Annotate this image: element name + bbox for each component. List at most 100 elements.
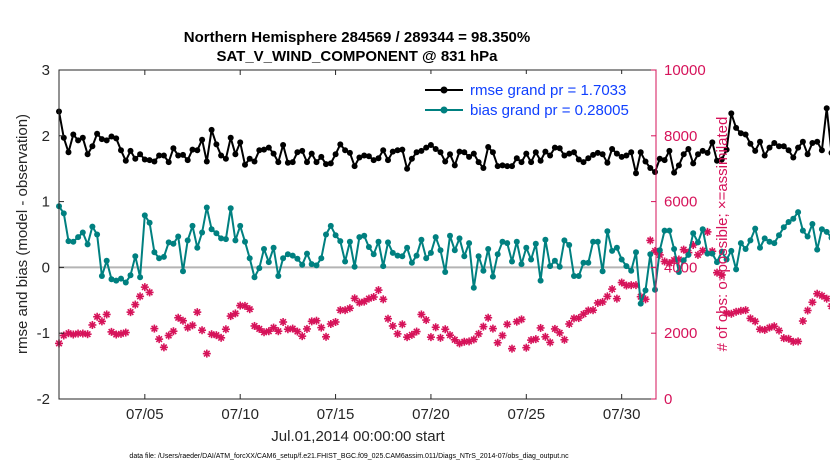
bias-point [170, 240, 177, 247]
rmse-point [723, 146, 730, 153]
bias-point [470, 284, 477, 291]
obs-point [803, 306, 812, 315]
obs-point [298, 332, 307, 341]
bias-point [590, 238, 597, 245]
bias-point [327, 222, 334, 229]
obs-point [546, 338, 555, 347]
bias-point [146, 219, 153, 226]
bias-point [475, 253, 482, 260]
rmse-point [547, 152, 554, 159]
rmse-point [84, 151, 91, 158]
rmse-point [118, 147, 124, 154]
rmse-point [718, 156, 725, 163]
obs-point [541, 332, 550, 341]
rmse-point [742, 131, 749, 138]
rmse-point [342, 147, 349, 154]
rmse-point [590, 151, 597, 158]
bias-point [237, 222, 244, 229]
rmse-point [642, 158, 649, 165]
bias-point [399, 253, 406, 260]
obs-point [446, 331, 455, 340]
legend-bias-marker [440, 106, 448, 114]
rmse-point [704, 149, 711, 156]
bias-point [151, 249, 158, 256]
rmse-point [127, 147, 134, 154]
legend-bias-label: bias grand pr = 0.28005 [470, 102, 629, 119]
obs-point [593, 298, 602, 307]
rmse-point [313, 159, 320, 166]
bias-point [380, 263, 387, 270]
bias-point [623, 263, 630, 270]
rmse-point [227, 134, 234, 141]
rmse-point [671, 169, 678, 176]
rmse-point [94, 130, 101, 137]
bias-point [737, 240, 744, 247]
obs-point [412, 327, 421, 336]
bias-point [613, 244, 620, 251]
bias-point [103, 257, 110, 264]
bias-point [528, 256, 535, 263]
bias-point [671, 246, 678, 252]
rmse-point [656, 155, 663, 162]
rmse-point [203, 158, 210, 165]
bias-point [79, 229, 86, 236]
obs-point [121, 328, 130, 337]
obs-point [407, 330, 416, 339]
bias-point [580, 259, 587, 266]
obs-point [536, 323, 545, 332]
rmse-point [633, 170, 639, 177]
bias-point [60, 210, 67, 217]
y2-tick-label: 4000 [664, 259, 697, 276]
rmse-point [499, 162, 506, 169]
obs-point [279, 318, 288, 327]
obs-point [822, 294, 830, 303]
rmse-point [714, 157, 720, 164]
obs-point [612, 294, 621, 303]
bias-point [489, 273, 496, 280]
y-tick-label: 1 [42, 194, 50, 211]
bias-point [776, 232, 782, 239]
bias-point [714, 259, 720, 266]
obs-point [136, 292, 145, 301]
obs-point [527, 336, 536, 345]
rmse-point [757, 138, 763, 145]
bias-point [323, 231, 329, 238]
legend-rmse-label: rmse grand pr = 1.7033 [470, 82, 626, 99]
bias-point [642, 287, 649, 294]
bias-point [251, 274, 258, 281]
bias-point [127, 272, 134, 279]
bias-point [709, 250, 716, 257]
rmse-point [489, 149, 496, 156]
rmse-point [785, 147, 792, 154]
rmse-point [771, 140, 778, 146]
bias-point [246, 255, 253, 262]
obs-point [484, 313, 493, 322]
rmse-point [814, 138, 821, 145]
obs-point [198, 326, 207, 335]
rmse-point [809, 140, 816, 146]
rmse-point [647, 165, 654, 171]
bias-point [585, 259, 592, 266]
obs-point [264, 327, 273, 336]
bias-point [304, 250, 310, 257]
rmse-point [613, 150, 620, 157]
obs-point [269, 323, 278, 332]
rmse-point [542, 148, 549, 155]
bias-point [299, 261, 306, 268]
obs-point [775, 326, 784, 335]
rmse-point [442, 158, 449, 165]
rmse-point [70, 131, 77, 138]
rmse-point [709, 139, 716, 146]
y-tick-label: -2 [37, 391, 50, 408]
obs-point [479, 322, 488, 331]
bias-point [137, 274, 144, 281]
rmse-point [537, 157, 544, 164]
rmse-point [365, 153, 372, 160]
bias-point [637, 300, 644, 307]
bias-point [561, 237, 568, 244]
bias-point [675, 269, 682, 275]
obs-point [522, 343, 531, 352]
rmse-point [480, 165, 487, 171]
bias-point [70, 238, 77, 245]
